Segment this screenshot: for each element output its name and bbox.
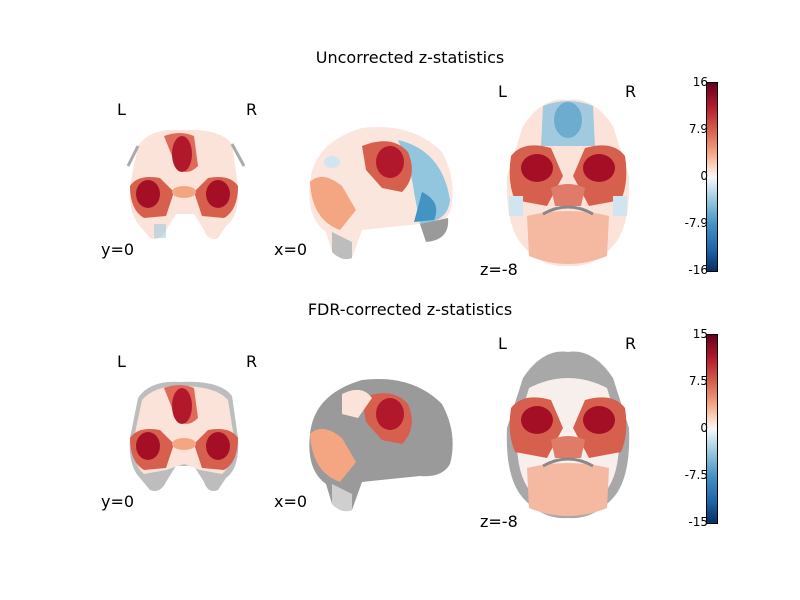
colorbar-tick: -7.9 [684,216,708,230]
colorbar-tick: 0 [700,421,708,435]
coronal-left-label: L [117,352,126,371]
axial-right-label: R [625,82,637,101]
colorbar-tick: 15 [692,327,708,341]
colorbar-tick: 0 [700,169,708,183]
colorbar-tick: -7.5 [684,468,708,482]
coronal-view [129,381,239,491]
colorbar-tick: -15 [688,515,708,529]
colorbar-tick: 16 [692,75,708,89]
sagittal-view [309,127,453,260]
axial-right-label: R [625,334,637,353]
coronal-view [126,129,246,239]
colorbar-tick: 7.9 [688,122,708,136]
axial-view [506,99,630,267]
sagittal-cut-label: x=0 [274,240,308,259]
colorbar-tick: -16 [688,263,708,277]
axial-cut-label: z=-8 [480,512,518,531]
coronal-cut-label: y=0 [101,240,135,259]
panel-title: FDR-corrected z-statistics [307,300,513,319]
panel-title: Uncorrected z-statistics [315,48,505,67]
panel-fdr-corrected: FDR-corrected z-statistics L R y=0 x=0 L [0,300,800,552]
colorbar [706,82,718,272]
colorbar-tick: 7.5 [688,374,708,388]
axial-cut-label: z=-8 [480,260,518,279]
coronal-left-label: L [117,100,126,119]
colorbar [706,334,718,524]
sagittal-cut-label: x=0 [274,492,308,511]
axial-view [506,351,630,519]
axial-left-label: L [498,334,507,353]
coronal-right-label: R [246,352,258,371]
sagittal-view [309,379,453,512]
coronal-right-label: R [246,100,258,119]
coronal-cut-label: y=0 [101,492,135,511]
axial-left-label: L [498,82,507,101]
panel-uncorrected: Uncorrected z-statistics L R y=0 x=0 [0,48,800,300]
